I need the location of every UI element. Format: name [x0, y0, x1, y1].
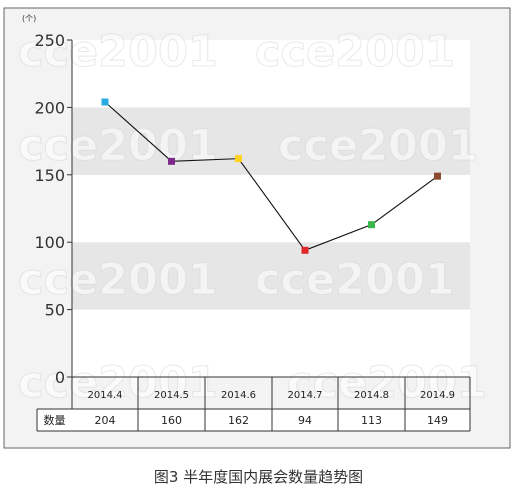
- data-value-label: 204: [95, 414, 116, 427]
- watermark-text: cce2001: [287, 358, 487, 408]
- data-point: [101, 98, 109, 106]
- y-tick-label: 0: [55, 368, 65, 387]
- x-category-label: 2014.5: [154, 390, 189, 401]
- y-tick-label: 200: [34, 98, 65, 117]
- grid-band: [72, 174, 470, 243]
- data-value-label: 162: [228, 414, 249, 427]
- watermark-text: cce2001: [278, 121, 478, 171]
- data-point: [168, 157, 175, 165]
- data-point: [434, 172, 441, 180]
- series-line: [104, 101, 438, 251]
- x-category-label: 2014.4: [88, 390, 123, 401]
- y-tick-label: 100: [34, 233, 65, 252]
- y-tick-label: 150: [34, 166, 65, 185]
- x-category-label: 2014.6: [221, 390, 256, 401]
- table-value-row-bg: [37, 409, 470, 431]
- data-value-label: 94: [298, 414, 312, 427]
- x-category-label: 2014.9: [420, 390, 455, 401]
- data-point: [301, 246, 309, 254]
- grid-band: [72, 242, 470, 310]
- grid-band: [72, 309, 470, 377]
- data-value-label: 149: [427, 414, 448, 427]
- data-point: [368, 221, 375, 229]
- y-tick-label: 50: [45, 301, 65, 320]
- watermark-text: cce2001: [18, 27, 218, 77]
- grid-band: [72, 107, 470, 175]
- y-tick-label: 250: [34, 31, 65, 50]
- chart-caption: 图3 半年度国内展会数量趋势图: [153, 468, 364, 486]
- y-unit-label: (个): [22, 14, 36, 23]
- x-category-label: 2014.7: [288, 390, 323, 401]
- data-value-label: 160: [161, 414, 182, 427]
- grid-band: [72, 40, 470, 108]
- watermark-text: cce2001: [255, 255, 455, 305]
- data-point: [235, 155, 242, 163]
- watermark-text: cce2001: [18, 121, 218, 171]
- watermark-text: cce2001: [18, 358, 218, 408]
- watermark-text: cce2001: [255, 27, 455, 77]
- x-category-label: 2014.8: [354, 390, 389, 401]
- watermark-text: cce2001: [18, 255, 218, 305]
- data-value-label: 113: [361, 414, 382, 427]
- table-row-label: 数量: [44, 414, 66, 427]
